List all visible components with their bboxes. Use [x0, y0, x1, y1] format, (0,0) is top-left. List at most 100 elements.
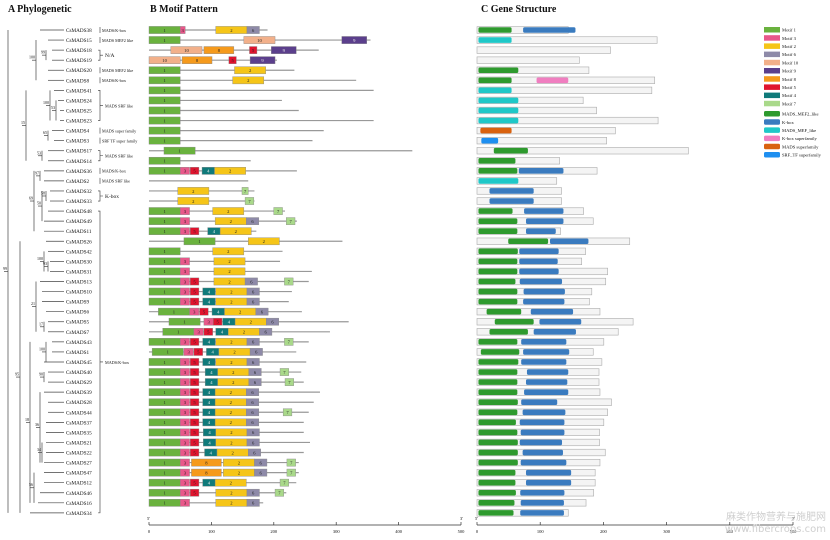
domain-box: [478, 500, 515, 506]
domain-box: [481, 137, 499, 144]
gene-label: CsMADS28: [66, 400, 92, 406]
motif-number: 6: [260, 460, 263, 465]
motif-box: [179, 478, 190, 487]
domain-box: [550, 238, 589, 245]
motif-box: [248, 368, 262, 376]
domain-box: [478, 77, 512, 84]
motif-box: [189, 488, 200, 497]
motif-number: 3: [184, 481, 187, 486]
legend-motif-label: Motif 8: [782, 77, 797, 82]
motif-number: 2: [232, 370, 235, 375]
bootstrap-value: 100: [37, 256, 43, 261]
motif-number: 2: [249, 68, 252, 73]
motif-number: 4: [221, 330, 224, 335]
motif-number: 4: [208, 289, 211, 294]
domain-box: [478, 37, 512, 43]
legend-domain-swatch: [764, 127, 780, 133]
motif-number: 5: [193, 430, 196, 435]
gene-label: CsMADS34: [66, 511, 92, 517]
gene-backbone: [476, 116, 659, 125]
motif-number: 6: [252, 430, 255, 435]
motif-number: 4: [210, 370, 213, 375]
domain-box: [478, 178, 519, 184]
legend-domain-label: MADS_MEF_like: [782, 128, 816, 133]
legend-domain-swatch: [764, 111, 780, 117]
domain-box: [489, 329, 528, 335]
motif-box: [246, 217, 260, 225]
motif-number: 5: [193, 440, 196, 445]
motif-number: 1: [163, 209, 166, 214]
motif-number: 2: [230, 491, 233, 496]
motif-number: 1: [163, 380, 166, 385]
axis-c-5prime: 5': [475, 516, 478, 521]
motif-box: [189, 167, 200, 175]
motif-number: 5: [193, 289, 196, 294]
motif-box: [243, 36, 276, 44]
motif-number: 4: [208, 340, 211, 345]
gene-label: CsMADS15: [66, 38, 92, 44]
gene-label: CsMADS38: [66, 28, 92, 34]
motif-box: [148, 96, 181, 105]
motif-number: 6: [261, 309, 264, 314]
motif-box: [148, 106, 181, 115]
motif-box: [189, 368, 200, 376]
motif-number: 5: [207, 330, 210, 335]
group-bracket: [98, 150, 103, 162]
gene-backbone: [476, 46, 611, 54]
motif-number: 3: [184, 279, 187, 284]
bootstrap-value: 36: [35, 422, 39, 427]
motif-number: 5: [216, 320, 219, 325]
domain-box: [533, 329, 576, 335]
motif-number: 6: [271, 320, 274, 325]
motif-box: [249, 46, 258, 54]
motif-number: 3: [184, 400, 187, 405]
motif-number: 4: [210, 450, 213, 455]
domain-box: [520, 500, 564, 506]
legend-motif-swatch: [764, 100, 780, 107]
motif-number: 5: [193, 400, 196, 405]
axis-c-tick-label: 200: [600, 529, 608, 534]
domain-box: [523, 288, 565, 295]
motif-number: 2: [228, 269, 231, 274]
motif-number: 1: [163, 159, 166, 164]
axis-b-tick-label: 100: [208, 529, 216, 534]
motif-box: [212, 247, 245, 256]
group-label: K-box: [105, 194, 119, 200]
motif-number: 6: [252, 299, 255, 304]
motif-number: 2: [230, 430, 233, 435]
motif-number: 3: [197, 330, 200, 335]
motif-number: 1: [163, 68, 166, 73]
axis-b-tick-label: 500: [458, 529, 466, 534]
motif-number: 1: [163, 470, 166, 475]
motif-number: 4: [208, 360, 211, 365]
motif-number: 2: [263, 239, 266, 244]
motif-number: 5: [193, 279, 196, 284]
motif-number: 5: [193, 390, 196, 395]
gene-label: CsMADS18: [66, 48, 92, 54]
domain-box: [520, 459, 567, 466]
legend-domain-swatch: [764, 143, 780, 150]
domain-box: [478, 429, 518, 436]
motif-box: [202, 338, 216, 346]
gene-label: CsMADS20: [66, 68, 92, 74]
motif-box: [179, 378, 190, 386]
motif-number: 6: [252, 340, 255, 345]
domain-box: [523, 298, 565, 305]
motif-box: [214, 167, 246, 175]
motif-number: 7: [283, 481, 286, 486]
motif-box: [189, 398, 200, 407]
motif-number: 3: [184, 470, 187, 475]
motif-number: 3: [184, 259, 187, 264]
legend-motif-swatch: [764, 43, 780, 49]
motif-box: [179, 287, 190, 296]
gene-label: CsMADS40: [66, 370, 92, 376]
gene-label: CsMADS9: [66, 300, 89, 306]
domain-box: [526, 369, 569, 375]
motif-number: 7: [277, 209, 280, 214]
gene-backbone: [476, 106, 597, 115]
motif-number: 3: [184, 380, 187, 385]
gene-backbone: [476, 157, 560, 165]
motif-number: 4: [207, 169, 210, 174]
panel-a-title: A Phylogenetic: [8, 4, 72, 15]
gene-label: CsMADS36: [66, 169, 92, 175]
